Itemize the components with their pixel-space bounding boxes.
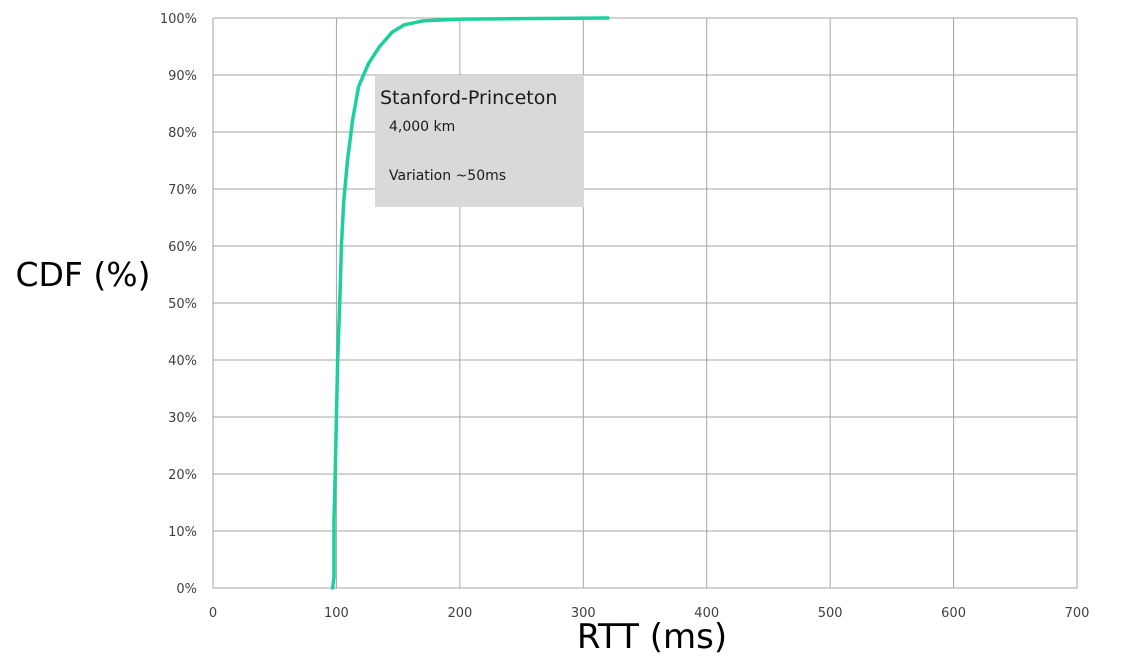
x-tick-label: 0: [209, 606, 217, 621]
annotation-box: Stanford-Princeton 4,000 km Variation ~5…: [375, 75, 584, 207]
y-tick-label: 30%: [168, 411, 197, 426]
annotation-title: Stanford-Princeton: [380, 87, 557, 109]
y-tick-label: 40%: [168, 354, 197, 369]
x-tick-label: 300: [571, 606, 596, 621]
y-tick-label: 100%: [160, 12, 197, 27]
y-tick-label: 80%: [168, 126, 197, 141]
y-tick-label: 10%: [168, 525, 197, 540]
y-axis-ticks: 0% 10% 20% 30% 40% 50% 60% 70% 80% 90% 100%: [160, 12, 197, 597]
y-tick-label: 60%: [168, 240, 197, 255]
annotation-distance: 4,000 km: [389, 119, 455, 135]
series-layer: [330, 16, 610, 590]
x-tick-label: 500: [818, 606, 843, 621]
x-axis-ticks: 0 100 200 300 400 500 600 700: [209, 606, 1090, 621]
y-tick-label: 50%: [168, 297, 197, 312]
annotation-background: [375, 75, 584, 207]
x-tick-label: 400: [694, 606, 719, 621]
y-tick-label: 70%: [168, 183, 197, 198]
x-tick-label: 600: [941, 606, 966, 621]
x-tick-label: 100: [324, 606, 349, 621]
y-tick-label: 20%: [168, 468, 197, 483]
x-tick-label: 700: [1065, 606, 1090, 621]
x-axis-title: RTT (ms): [577, 617, 727, 657]
y-tick-label: 90%: [168, 69, 197, 84]
y-axis-title: CDF (%): [15, 255, 150, 294]
y-tick-label: 0%: [176, 582, 197, 597]
grid-lines: [212, 17, 1078, 589]
annotation-variation: Variation ~50ms: [389, 168, 506, 184]
series-line-stanford-princeton: [330, 16, 610, 590]
x-tick-label: 200: [447, 606, 472, 621]
